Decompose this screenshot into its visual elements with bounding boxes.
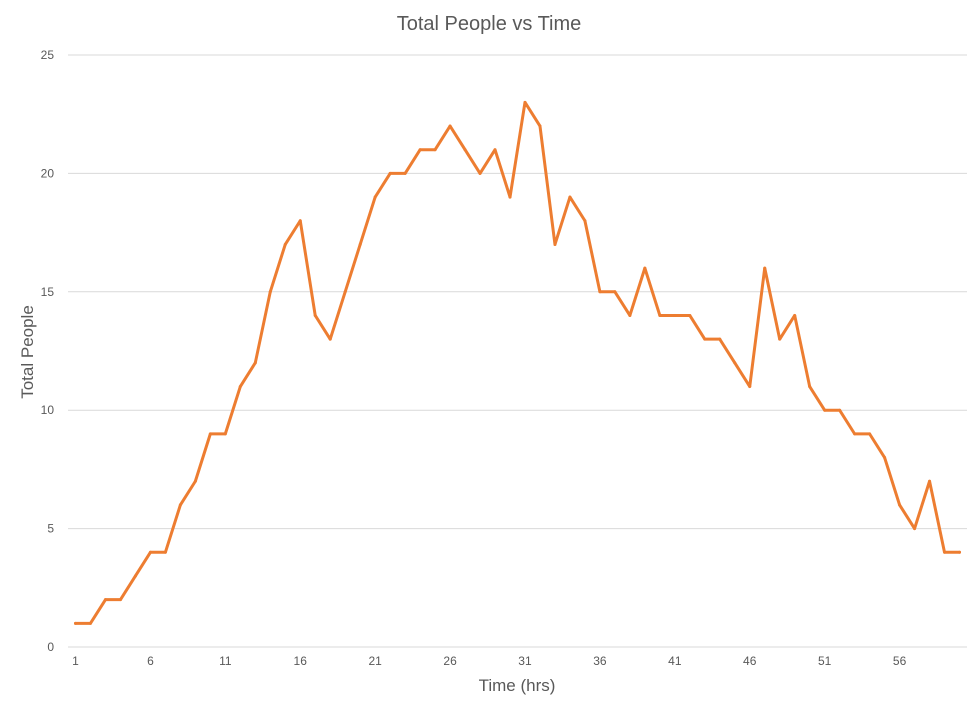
x-tick-label: 36 [593,654,607,668]
data-point [493,148,497,152]
data-point [313,313,317,317]
x-tick-label: 11 [219,654,232,668]
data-point [73,621,77,625]
y-tick-label: 25 [41,48,55,62]
data-point [223,432,227,436]
data-point [703,337,707,341]
x-tick-label: 31 [518,654,532,668]
data-point [808,385,812,389]
data-point [433,148,437,152]
data-point [883,456,887,460]
chart-title: Total People vs Time [397,13,582,35]
data-point [118,598,122,602]
data-point [853,432,857,436]
x-tick-label: 16 [294,654,308,668]
data-point [463,148,467,152]
data-point [508,195,512,199]
data-point [283,242,287,246]
x-tick-label: 46 [743,654,757,668]
y-tick-label: 5 [47,522,54,536]
data-point [958,550,962,554]
data-point [208,432,212,436]
data-point [688,313,692,317]
data-point [193,479,197,483]
data-point [823,408,827,412]
x-tick-label: 26 [443,654,457,668]
data-point [133,574,137,578]
data-point [553,242,557,246]
series-layer [73,100,962,625]
data-point [613,290,617,294]
x-tick-label: 6 [147,654,154,668]
x-tick-label: 21 [368,654,382,668]
data-point [913,527,917,531]
x-tick-label: 1 [72,654,79,668]
y-axis-ticks: 0 5 10 15 20 25 [41,48,55,654]
data-point [523,100,527,104]
data-point [583,219,587,223]
x-tick-label: 41 [668,654,682,668]
data-point [373,195,377,199]
x-tick-label: 56 [893,654,907,668]
data-point [328,337,332,341]
data-point [238,385,242,389]
data-point [943,550,947,554]
data-point [178,503,182,507]
data-point [898,503,902,507]
gridlines [68,54,967,648]
data-point [748,385,752,389]
x-tick-label: 51 [818,654,832,668]
data-point [103,598,107,602]
y-tick-label: 10 [41,403,55,417]
y-tick-label: 15 [41,285,55,299]
data-point [733,361,737,365]
data-point [793,313,797,317]
data-point [568,195,572,199]
data-point [358,242,362,246]
y-tick-label: 0 [47,640,54,654]
data-point [478,171,482,175]
data-point [538,124,542,128]
data-point [628,313,632,317]
data-point [163,550,167,554]
data-point [778,337,782,341]
data-point [718,337,722,341]
data-point [343,290,347,294]
data-point [868,432,872,436]
data-point [388,171,392,175]
data-point [268,290,272,294]
data-point [643,266,647,270]
data-point [403,171,407,175]
x-axis-ticks: 1 6 11 16 21 26 31 36 41 46 51 56 [72,654,906,668]
data-point [418,148,422,152]
data-point [88,621,92,625]
data-point [763,266,767,270]
x-axis-title: Time (hrs) [479,676,556,695]
data-point [838,408,842,412]
data-point [253,361,257,365]
data-point [598,290,602,294]
data-point [673,313,677,317]
series-line [73,100,962,625]
y-tick-label: 20 [41,166,55,180]
data-point [148,550,152,554]
data-point [448,124,452,128]
data-point [928,479,932,483]
y-axis-title: Total People [18,305,37,399]
data-point [298,219,302,223]
data-point [658,313,662,317]
